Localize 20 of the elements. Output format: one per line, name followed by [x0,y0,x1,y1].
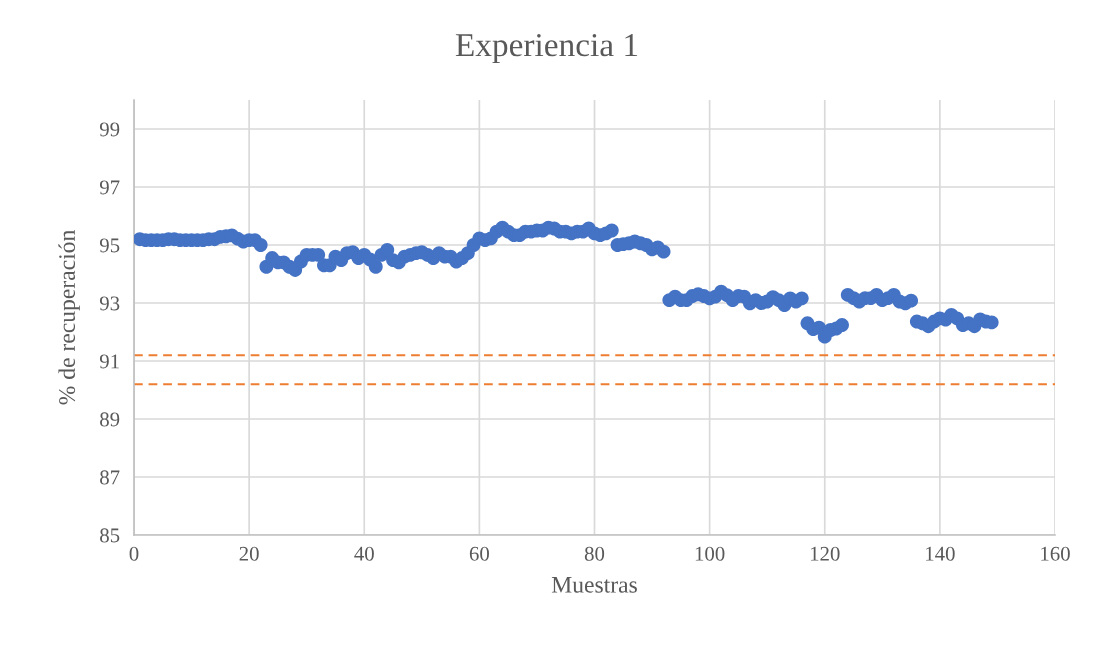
x-tick-label: 40 [354,546,374,561]
y-tick-label: 95 [99,238,120,253]
x-tick-label: 0 [129,546,139,561]
y-tick-label: 85 [100,528,120,543]
x-tick-label: 160 [1041,546,1070,561]
x-tick-label: 20 [239,546,259,561]
y-tick-label: 91 [99,354,119,369]
chart-title: Experiencia 1 [455,33,638,64]
y-tick-label: 89 [100,412,120,427]
y-axis-title: % de recuperación [58,230,80,405]
x-axis-title: Muestras [551,577,637,593]
x-tick-label: 140 [926,546,955,561]
x-tick-label: 80 [584,546,605,561]
y-tick-label: 97 [99,180,120,195]
y-tick-label: 93 [99,296,120,311]
y-tick-label: 99 [99,122,120,137]
x-tick-label: 100 [695,546,725,561]
x-tick-label: 120 [810,546,840,561]
x-tick-label: 60 [469,546,489,561]
y-tick-label: 87 [100,470,120,485]
